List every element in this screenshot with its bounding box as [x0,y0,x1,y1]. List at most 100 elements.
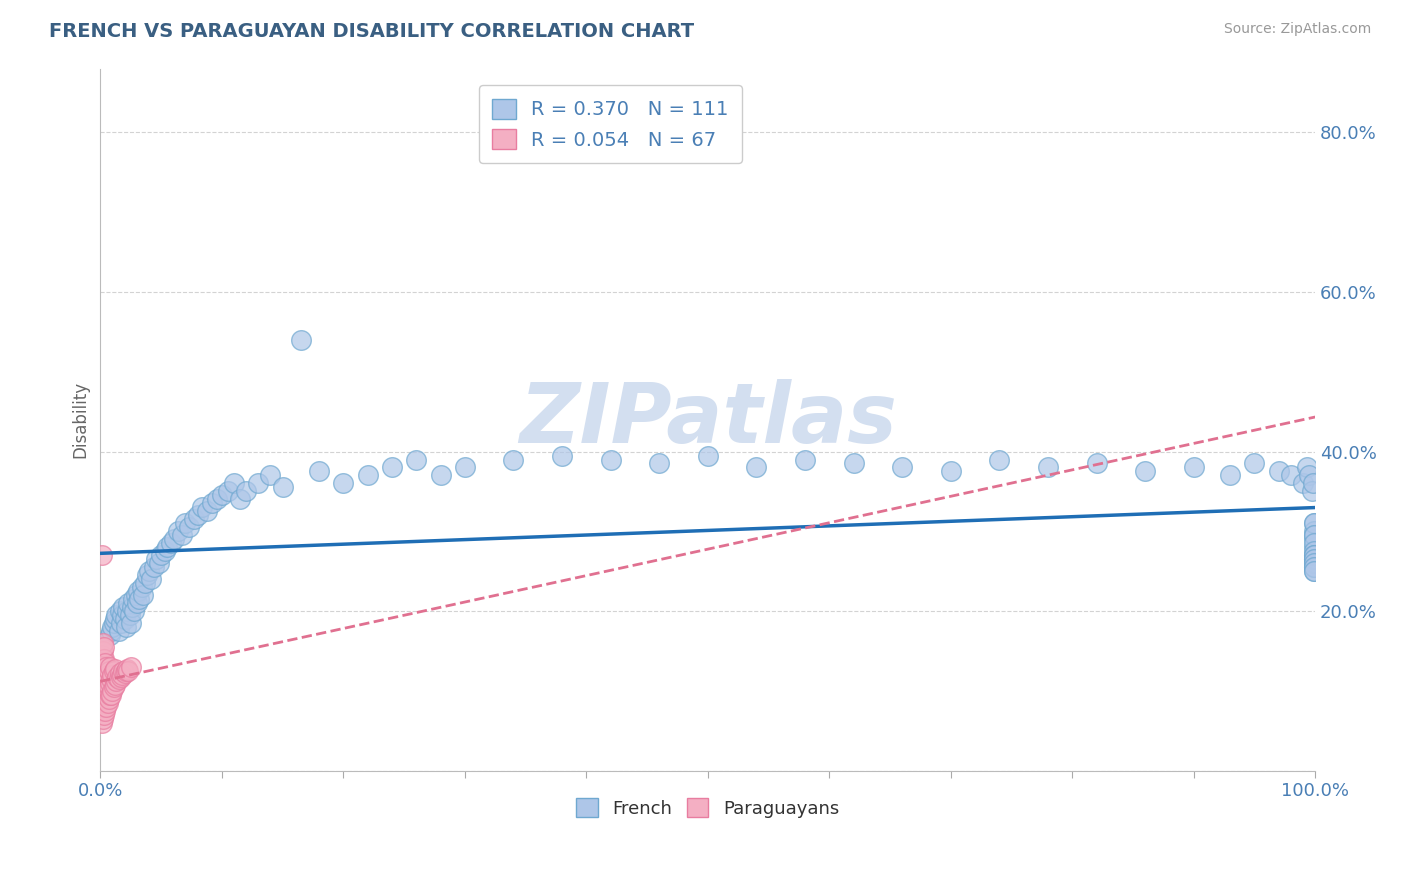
Point [134,576,156,591]
Point [97,696,120,710]
Point [1303,560,1326,574]
Point [1301,484,1323,499]
Point [91,691,114,706]
Point [90,548,112,562]
Point [97,680,120,694]
Point [381,460,404,475]
Point [93,688,115,702]
Point [599,452,621,467]
Point [90,696,112,710]
Point [104,662,127,676]
Point [101,684,124,698]
Point [138,564,160,578]
Point [94,704,117,718]
Point [159,536,181,550]
Point [114,612,136,626]
Point [115,664,138,678]
Point [183,512,205,526]
Point [1303,560,1326,574]
Point [195,504,218,518]
Point [93,652,115,666]
Point [153,544,176,558]
Point [90,680,112,694]
Point [108,666,131,681]
Point [429,468,451,483]
Point [1303,533,1326,547]
Point [100,624,122,638]
Point [502,452,524,467]
Point [1303,536,1326,550]
Point [141,572,163,586]
Point [1133,465,1156,479]
Point [135,568,157,582]
Point [124,604,146,618]
Point [121,600,143,615]
Point [118,608,141,623]
Point [103,616,125,631]
Point [222,476,245,491]
Point [111,668,134,682]
Text: FRENCH VS PARAGUAYAN DISABILITY CORRELATION CHART: FRENCH VS PARAGUAYAN DISABILITY CORRELAT… [49,22,695,41]
Point [114,666,136,681]
Text: Source: ZipAtlas.com: Source: ZipAtlas.com [1223,22,1371,37]
Point [100,672,122,686]
Point [98,688,121,702]
Point [1303,548,1326,562]
Point [90,648,112,662]
Point [205,492,228,507]
Point [105,608,128,623]
Point [93,664,115,678]
Point [356,468,378,483]
Point [1303,544,1326,558]
Point [96,676,118,690]
Point [145,552,167,566]
Point [1303,516,1326,531]
Point [108,604,131,618]
Point [91,644,114,658]
Point [1303,552,1326,566]
Point [1303,556,1326,570]
Point [127,584,149,599]
Point [103,680,125,694]
Point [1085,457,1108,471]
Text: ZIPatlas: ZIPatlas [519,379,897,460]
Point [174,516,197,531]
Point [98,660,121,674]
Point [91,636,114,650]
Point [104,677,127,691]
Point [91,676,114,690]
Point [235,484,257,499]
Point [131,580,153,594]
Point [454,460,477,475]
Point [107,624,129,638]
Point [117,596,139,610]
Point [115,620,138,634]
Point [101,620,124,634]
Point [405,452,427,467]
Point [1219,468,1241,483]
Point [93,672,115,686]
Point [1303,552,1326,566]
Point [332,476,354,491]
Point [94,656,117,670]
Point [120,660,142,674]
Point [97,664,120,678]
Point [1298,468,1320,483]
Point [97,691,120,706]
Point [117,664,139,678]
Point [1302,476,1324,491]
Point [1243,457,1265,471]
Point [1303,560,1326,574]
Point [259,468,281,483]
Point [167,524,190,539]
Point [94,668,117,682]
Point [90,715,112,730]
Point [1295,460,1317,475]
Point [186,508,208,523]
Point [1182,460,1205,475]
Point [98,676,121,690]
Point [1303,516,1326,531]
Point [191,500,214,515]
Point [891,460,914,475]
Point [94,680,117,694]
